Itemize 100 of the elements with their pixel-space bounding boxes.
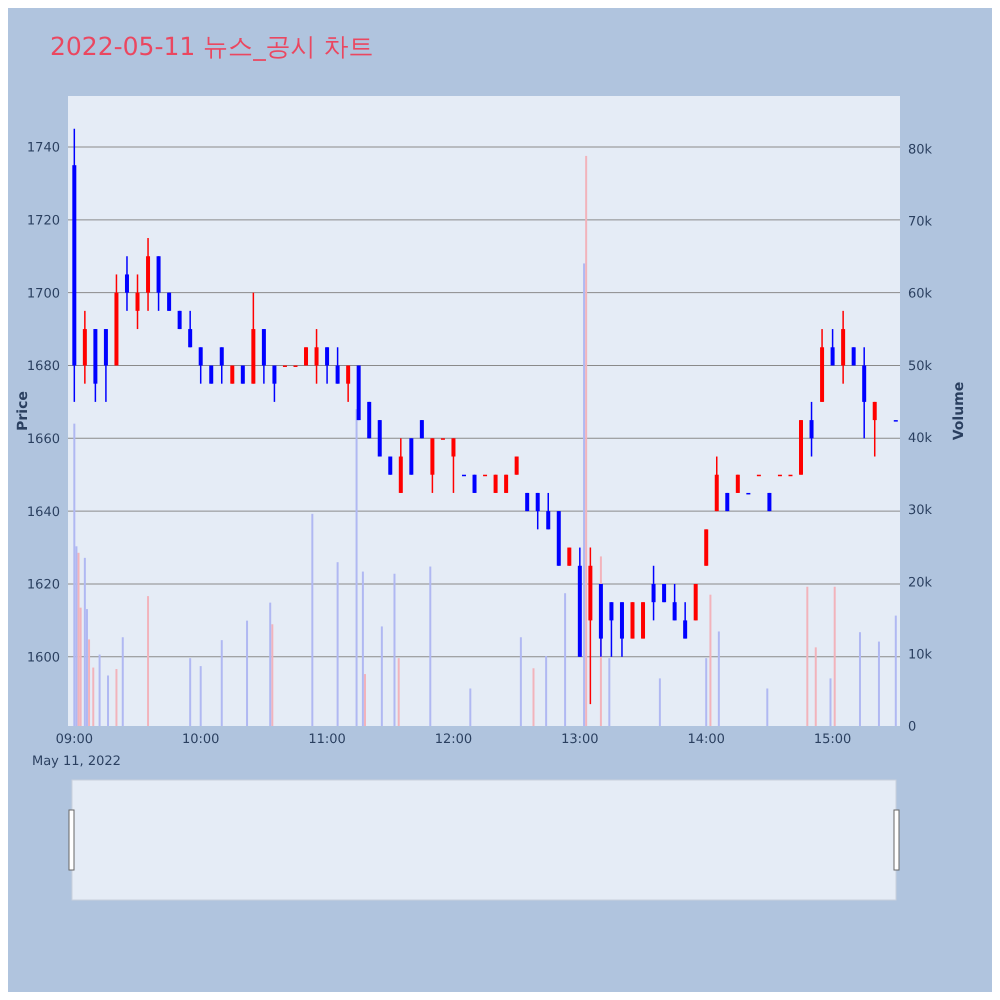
candlestick [188, 310, 192, 348]
candlestick [514, 456, 519, 476]
y2-tick-label: 30k [908, 503, 933, 518]
bar [189, 658, 192, 726]
bar [147, 596, 150, 726]
bar [356, 409, 358, 726]
bar [532, 668, 534, 726]
bar [814, 647, 817, 726]
bar [78, 552, 80, 726]
candlestick [388, 456, 392, 476]
candlestick [346, 364, 350, 403]
candlestick [683, 601, 688, 640]
bar [364, 674, 366, 726]
y-tick-label: 1600 [26, 650, 60, 666]
y-tick-label: 1740 [26, 140, 60, 156]
candlestick [652, 565, 656, 622]
bar [658, 678, 661, 726]
bar [829, 678, 832, 726]
bar [718, 631, 720, 726]
bar [398, 658, 400, 726]
candlestick [672, 583, 677, 622]
candlestick [272, 364, 276, 403]
candlestick [325, 346, 330, 384]
candlestick [124, 255, 129, 312]
bar [220, 640, 223, 726]
bar [766, 688, 768, 726]
y-tick-label: 1620 [26, 578, 60, 593]
bar [545, 656, 548, 726]
candlestick [167, 292, 172, 312]
candlestick [420, 419, 424, 440]
bar [429, 566, 432, 726]
y-axis-title: Price [14, 391, 31, 431]
bar [84, 558, 86, 726]
bar [107, 675, 110, 726]
x-tick-label: 12:00 [434, 732, 472, 748]
y2-tick-label: 10k [908, 647, 933, 662]
candlestick [872, 401, 877, 458]
y2-tick-label: 50k [908, 358, 933, 374]
bar [583, 263, 586, 726]
bar [709, 594, 712, 726]
y2-tick-label: 60k [908, 286, 933, 302]
x-tick-label: 10:00 [182, 732, 220, 748]
candlestick [852, 346, 856, 366]
bar [705, 658, 708, 726]
bar [336, 562, 339, 726]
bar [469, 688, 472, 726]
y2-axis-title: Volume [950, 382, 967, 440]
candlestick [830, 328, 835, 366]
candlestick [504, 474, 508, 494]
bar [858, 632, 861, 726]
x-tick-label: 09:00 [56, 732, 94, 748]
y2-tick-label: 20k [908, 575, 933, 590]
bar [393, 574, 396, 726]
candlestick [609, 601, 614, 658]
bar [362, 572, 364, 726]
x-tick-label: 14:00 [687, 732, 725, 748]
bar [246, 620, 248, 726]
bar [380, 626, 383, 726]
candlestick [314, 328, 319, 384]
bar [608, 658, 610, 726]
y-tick-label: 1720 [26, 213, 60, 228]
candlestick [136, 274, 140, 330]
y-tick-label: 1640 [26, 504, 60, 520]
y-tick-label: 1680 [26, 359, 60, 374]
bar [98, 654, 101, 726]
x-tick-label: 11:00 [308, 732, 346, 748]
candlestick [810, 401, 814, 458]
candlestick [736, 474, 740, 494]
bar [271, 624, 274, 726]
candlestick [536, 492, 540, 530]
bar [115, 668, 118, 726]
y-tick-label: 1700 [26, 286, 60, 302]
bar [585, 156, 588, 726]
bar [269, 602, 272, 726]
candlestick [546, 492, 550, 530]
bar [73, 424, 76, 726]
bar [311, 514, 314, 726]
candlestick [336, 346, 340, 384]
x-tick-label: 15:00 [814, 732, 852, 748]
bar [200, 666, 202, 726]
bar [122, 637, 124, 726]
candlestick [220, 346, 224, 384]
bar [894, 616, 897, 726]
y2-tick-label: 80k [908, 142, 933, 158]
y-tick-label: 1660 [26, 432, 60, 447]
bar [834, 586, 836, 726]
candlestick [451, 438, 456, 494]
bar [88, 639, 90, 726]
y2-tick-label: 0 [908, 720, 916, 735]
text: May 11, 2022 [32, 754, 121, 769]
candlestick [494, 474, 498, 494]
candlestick [567, 546, 572, 567]
x-tick-label: 13:00 [561, 732, 599, 748]
candlestick [304, 346, 308, 366]
y2-tick-label: 40k [908, 430, 933, 446]
y2-tick-label: 70k [908, 214, 933, 230]
bar [520, 637, 522, 726]
bar [878, 642, 880, 726]
candlestick [198, 346, 203, 384]
bar [92, 668, 94, 726]
